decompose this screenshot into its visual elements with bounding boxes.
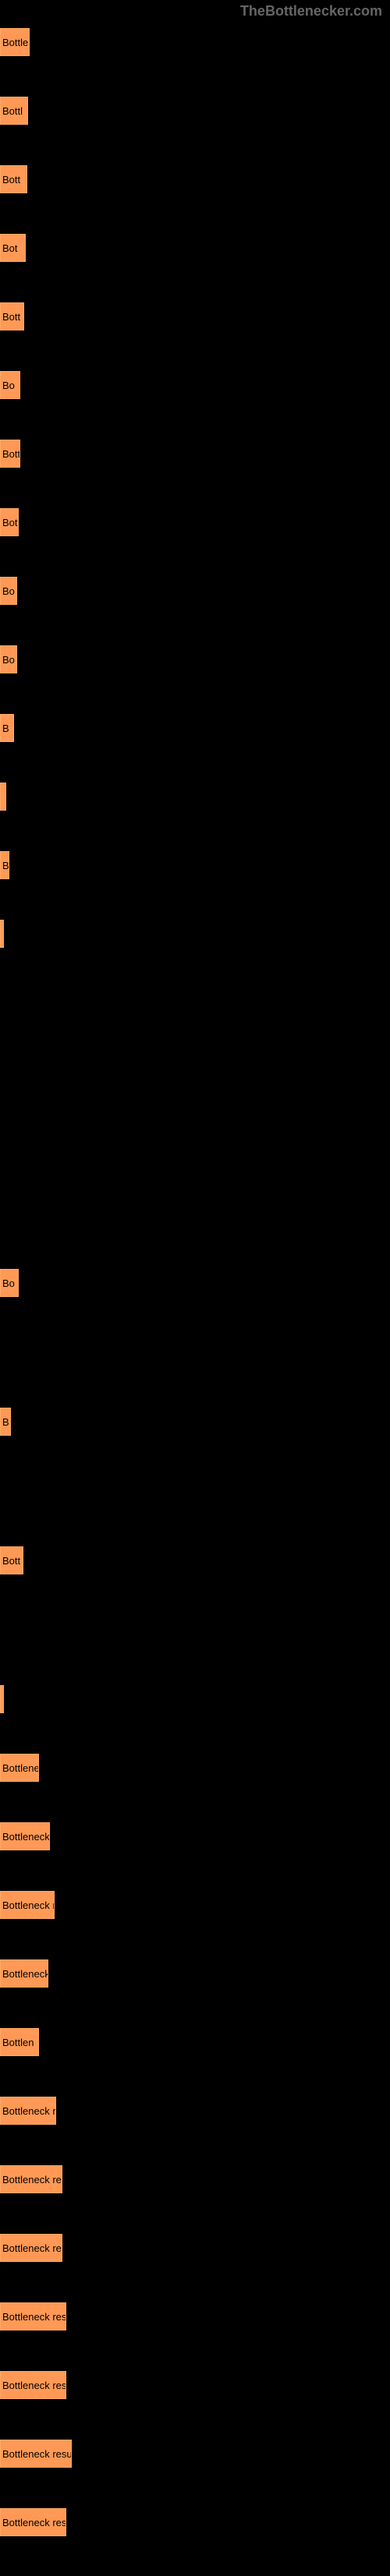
bar: Bott: [0, 165, 27, 193]
bar-label: Bottleneck r: [1, 2105, 56, 2117]
bar: Bottleneck res: [0, 2302, 66, 2330]
bar-row: [0, 919, 390, 949]
bar-row: Bottleneck r: [0, 2096, 390, 2125]
bar-label: Bo: [1, 1277, 15, 1289]
bar-label: Bottleneck res: [1, 2311, 66, 2323]
bar-row: Bo: [0, 645, 390, 674]
bar-label: Bot: [1, 242, 18, 254]
bar-label: Bottl: [1, 105, 23, 117]
bar-row: [0, 782, 390, 811]
bar: Bottleneck r: [0, 2097, 56, 2125]
bar-row: B: [0, 1407, 390, 1436]
bar-row: Bot: [0, 233, 390, 263]
bar: Bottl: [0, 97, 28, 125]
bar-label: Bottleneck re: [1, 2174, 62, 2186]
bar-label: Bottleneck: [1, 1831, 50, 1843]
bar-label: Bottleneck r: [1, 1899, 55, 1911]
bar-label: B: [1, 860, 9, 871]
bar: Bo: [0, 371, 20, 399]
bar: Bottleneck r: [0, 1891, 55, 1919]
bar: Bo: [0, 645, 17, 673]
bar-label: Bott: [1, 517, 19, 528]
bar-row: Bottleneck re: [0, 2164, 390, 2194]
watermark-text: TheBottlenecker.com: [0, 0, 390, 19]
bar-row: Bottleneck r: [0, 1890, 390, 1920]
bar-row: Bottleneck: [0, 1822, 390, 1851]
bar: Bottleneck: [0, 1959, 48, 1988]
bar-row: Bo: [0, 1268, 390, 1298]
bar-row: Bott: [0, 302, 390, 331]
bar-row: Bo: [0, 370, 390, 400]
bar-row: Bottleneck: [0, 1959, 390, 1988]
bar: Bott: [0, 508, 19, 536]
bar-row: Bo: [0, 576, 390, 606]
bar: Bot: [0, 234, 26, 262]
bar: Bottleneck re: [0, 2234, 62, 2262]
bar-label: Bottleneck res: [1, 2517, 66, 2528]
bar: Bottleneck res: [0, 2508, 66, 2536]
bar-label: Bottle: [1, 37, 28, 48]
bar-label: Bottlen: [1, 2037, 34, 2048]
bar: Bottlene: [0, 1754, 39, 1782]
bar-row: Bott: [0, 439, 390, 468]
bar-row: Bottleneck res: [0, 2302, 390, 2331]
bar-row: Bott: [0, 507, 390, 537]
bar-label: Bott: [1, 1555, 20, 1567]
bar-row: Bott: [0, 1546, 390, 1575]
bar-label: Bott: [1, 448, 20, 460]
bar-label: Bottleneck res: [1, 2380, 66, 2391]
bar-row: Bottleneck re: [0, 2233, 390, 2263]
bar-row: B: [0, 713, 390, 743]
bar: Bottleneck resu: [0, 2440, 72, 2468]
bar-label: Bott: [1, 311, 20, 323]
bar: [0, 1685, 4, 1713]
bar-chart: Bottle Bottl Bott Bot Bott Bo Bott Bott Bo Bo B B B…: [0, 19, 390, 2537]
bar: Bott: [0, 440, 20, 468]
bar: Bottlen: [0, 2028, 39, 2056]
bar-label: Bottleneck: [1, 1968, 48, 1980]
bar-label: Bo: [1, 585, 15, 597]
bar: [0, 920, 4, 948]
bar: Bottleneck re: [0, 2165, 62, 2193]
bar: Bottleneck res: [0, 2371, 66, 2399]
bar-label: Bottlene: [1, 1762, 39, 1774]
bar: Bottle: [0, 28, 30, 56]
bar-row: Bott: [0, 164, 390, 194]
bar: B: [0, 714, 14, 742]
bar-row: [0, 1684, 390, 1714]
bar-row: Bottleneck res: [0, 2507, 390, 2537]
bar: Bott: [0, 302, 24, 330]
bar-label: Bo: [1, 380, 15, 391]
bar-row: Bottleneck res: [0, 2370, 390, 2400]
bar-row: Bottle: [0, 27, 390, 57]
bar-row: Bottl: [0, 96, 390, 125]
bar: Bo: [0, 1269, 19, 1297]
bar-row: B: [0, 850, 390, 880]
bar: Bott: [0, 1546, 23, 1574]
bar: [0, 783, 6, 811]
bar-row: Bottlen: [0, 2027, 390, 2057]
bar: Bottleneck: [0, 1822, 50, 1850]
bar-row: Bottleneck resu: [0, 2439, 390, 2468]
bar-label: B: [1, 723, 9, 734]
bar-label: Bottleneck re: [1, 2242, 62, 2254]
chart-gap: [0, 988, 390, 1268]
bar: B: [0, 851, 9, 879]
bar-label: Bott: [1, 174, 20, 186]
bar-row: Bottlene: [0, 1753, 390, 1783]
bar-label: B: [1, 1416, 9, 1428]
bar: B: [0, 1408, 11, 1436]
bar-label: Bo: [1, 654, 15, 666]
bar: Bo: [0, 577, 17, 605]
bar-label: Bottleneck resu: [1, 2448, 72, 2460]
